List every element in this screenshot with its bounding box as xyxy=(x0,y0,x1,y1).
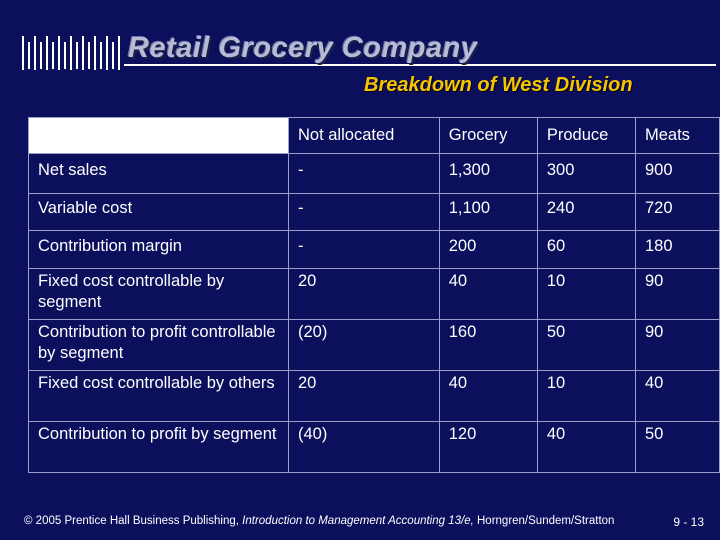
slide-title: Retail Grocery Company xyxy=(128,32,478,64)
copyright-footer: © 2005 Prentice Hall Business Publishing… xyxy=(24,515,614,527)
table-cell: 40 xyxy=(438,268,538,320)
table-row: Contribution to profit controllable by s… xyxy=(28,319,720,371)
table-cell: - xyxy=(288,193,440,231)
table-cell: 720 xyxy=(634,193,720,231)
header-cell-meats: Meats xyxy=(634,117,720,154)
row-label: Contribution to profit by segment xyxy=(28,421,289,473)
header-cell-grocery: Grocery xyxy=(438,117,538,154)
page-number: 9 - 13 xyxy=(673,515,704,529)
table-cell: 60 xyxy=(536,230,636,269)
table-cell: 40 xyxy=(438,370,538,422)
table-row: Net sales - 1,300 300 900 xyxy=(28,153,720,194)
table-cell: 10 xyxy=(536,370,636,422)
table-cell: (20) xyxy=(288,319,440,371)
row-label: Fixed cost controllable by others xyxy=(28,370,289,422)
row-label: Fixed cost controllable by segment xyxy=(28,268,289,320)
slide-subtitle: Breakdown of West Division xyxy=(364,74,633,96)
table-cell: 200 xyxy=(438,230,538,269)
table-cell: 900 xyxy=(634,153,720,194)
table-cell: (40) xyxy=(288,421,440,473)
table-cell: 180 xyxy=(634,230,720,269)
table-cell: 240 xyxy=(536,193,636,231)
table-cell: 90 xyxy=(634,319,720,371)
row-label: Net sales xyxy=(28,153,289,194)
table-cell: 1,300 xyxy=(438,153,538,194)
table-cell: 40 xyxy=(536,421,636,473)
table-row: Contribution to profit by segment (40) 1… xyxy=(28,421,720,473)
table-cell: 50 xyxy=(634,421,720,473)
row-label: Variable cost xyxy=(28,193,289,231)
footer-authors: Horngren/Sundem/Stratton xyxy=(473,515,615,527)
decorative-bars xyxy=(22,36,122,70)
table-row: Fixed cost controllable by others 20 40 … xyxy=(28,370,720,422)
footer-prefix: © 2005 Prentice Hall Business Publishing… xyxy=(24,515,243,527)
table-cell: - xyxy=(288,153,440,194)
row-label: Contribution margin xyxy=(28,230,289,269)
table-cell: 90 xyxy=(634,268,720,320)
title-underline xyxy=(124,64,716,66)
table-row: Fixed cost controllable by segment 20 40… xyxy=(28,268,720,320)
table-cell: 300 xyxy=(536,153,636,194)
table-cell: 40 xyxy=(634,370,720,422)
table-cell: 50 xyxy=(536,319,636,371)
table-cell: 20 xyxy=(288,370,440,422)
header-cell-blank xyxy=(28,117,289,154)
header-cell-not-allocated: Not allocated xyxy=(288,117,440,154)
table-cell: 160 xyxy=(438,319,538,371)
table-cell: 10 xyxy=(536,268,636,320)
table-cell: - xyxy=(288,230,440,269)
table-cell: 20 xyxy=(288,268,440,320)
table-row: Variable cost - 1,100 240 720 xyxy=(28,193,720,231)
header-cell-produce: Produce xyxy=(536,117,636,154)
row-label: Contribution to profit controllable by s… xyxy=(28,319,289,371)
table-row: Contribution margin - 200 60 180 xyxy=(28,230,720,269)
segment-breakdown-table: Not allocated Grocery Produce Meats Net … xyxy=(28,117,720,473)
table-header-row: Not allocated Grocery Produce Meats xyxy=(28,117,720,154)
table-cell: 120 xyxy=(438,421,538,473)
table-cell: 1,100 xyxy=(438,193,538,231)
footer-book-title: Introduction to Management Accounting 13… xyxy=(242,515,474,527)
